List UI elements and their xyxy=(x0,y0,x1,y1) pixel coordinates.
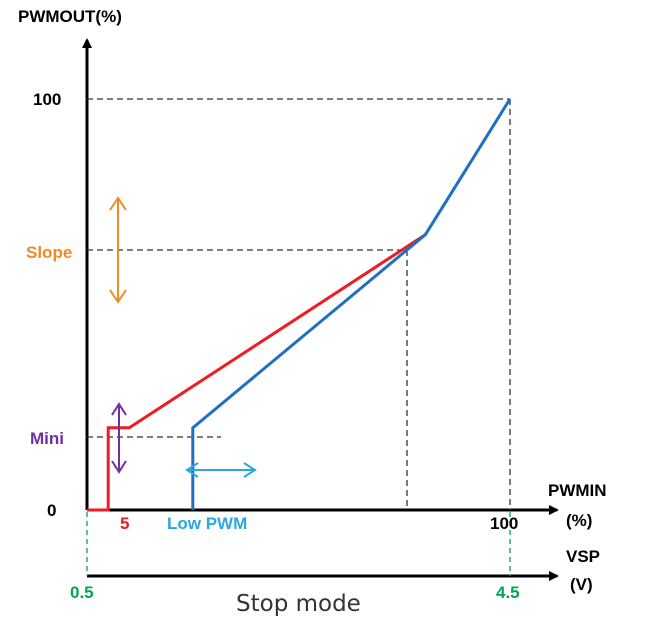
y-tick-0: 0 xyxy=(47,501,56,520)
vsp-axis-unit: (V) xyxy=(570,575,593,594)
mini-adjust-arrow xyxy=(111,402,127,474)
x-axis-label: PWMIN xyxy=(548,481,607,500)
series-line-red xyxy=(87,233,427,512)
vsp-guides xyxy=(86,512,511,576)
reference-lines xyxy=(87,98,511,510)
y-tick-100: 100 xyxy=(33,90,61,109)
x-tick-5: 5 xyxy=(120,514,129,533)
y-axis-label: PWMOUT(%) xyxy=(18,7,122,26)
x-axis-unit: (%) xyxy=(566,511,592,530)
y-tick-slope: Slope xyxy=(26,243,72,262)
vsp-axis-label: VSP xyxy=(566,547,600,566)
vsp-tick-start: 0.5 xyxy=(70,583,94,602)
x-tick-100: 100 xyxy=(490,514,518,533)
low-pwm-adjust-arrow xyxy=(185,462,257,478)
x-tick-low-pwm: Low PWM xyxy=(167,514,247,533)
slope-adjust-arrow xyxy=(109,196,127,304)
axes xyxy=(82,38,559,581)
series-line-blue xyxy=(191,98,512,510)
y-tick-mini: Mini xyxy=(30,429,64,448)
stop-mode-label: Stop mode xyxy=(236,591,361,617)
vsp-tick-end: 4.5 xyxy=(496,583,520,602)
